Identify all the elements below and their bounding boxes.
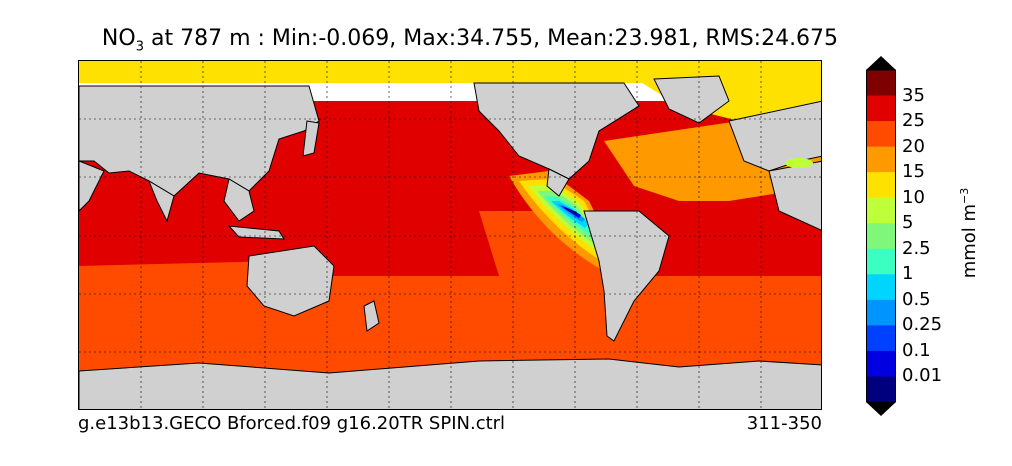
colorbar-tick-label: 5: [902, 212, 914, 234]
arctic-region: [79, 61, 821, 83]
colorbar-tick-label: 2.5: [902, 237, 931, 259]
title-variable: NO: [101, 26, 136, 51]
colorbar-segment: [866, 350, 896, 377]
colorbar-segment: [866, 95, 896, 122]
chart-title: NO3 at 787 m : Min:-0.069, Max:34.755, M…: [0, 26, 940, 54]
greenland-landmass: [653, 75, 730, 124]
colorbar: [866, 56, 896, 416]
title-stats: at 787 m : Min:-0.069, Max:34.755, Mean:…: [143, 26, 839, 51]
colorbar-label: mmol m−3: [958, 188, 980, 279]
australia-landmass: [246, 245, 335, 317]
south-america-landmass: [583, 210, 670, 342]
central-america-landmass: [546, 168, 570, 197]
colorbar-segment: [866, 274, 896, 301]
title-variable-subscript: 3: [135, 39, 144, 55]
colorbar-segment: [866, 146, 896, 173]
colorbar-tick-label: 15: [902, 161, 925, 183]
india-landmass: [147, 179, 175, 223]
colorbar-segment: [866, 299, 896, 326]
colorbar-tick-label: 0.1: [902, 339, 931, 361]
colorbar-segment: [866, 248, 896, 275]
colorbar-segment: [866, 172, 896, 199]
colorbar-segment: [866, 70, 896, 97]
colorbar-tick-label: 1: [902, 263, 914, 285]
colorbar-tick-label: 10: [902, 186, 925, 208]
colorbar-tick-label: 0.01: [902, 365, 943, 387]
colorbar-tick-label: 0.25: [902, 314, 943, 336]
colorbar-frame: [866, 69, 896, 403]
colorbar-tick-label: 25: [902, 110, 925, 132]
colorbar-unit-exponent: −3: [958, 187, 971, 204]
map-svg: [79, 61, 821, 409]
colorbar-over-arrow: [866, 56, 896, 70]
ocean-map: [78, 60, 822, 410]
mediterranean-region: [785, 158, 813, 168]
colorbar-tick-label: 20: [902, 135, 925, 157]
africa-east-landmass: [79, 160, 105, 212]
colorbar-tick-label: 35: [902, 84, 925, 106]
omz-core: [564, 208, 577, 214]
colorbar-segment: [866, 197, 896, 224]
land-masses: [79, 75, 821, 409]
omz-contour-1: [551, 201, 589, 228]
colorbar-segment: [866, 121, 896, 148]
graticule: [79, 61, 821, 409]
antarctica-landmass: [79, 358, 821, 409]
years-label: 311-350: [746, 413, 822, 434]
run-label: g.e13b13.GECO Bforced.f09 g16.20TR SPIN.…: [78, 413, 506, 434]
colorbar-segment: [866, 223, 896, 250]
etp-omz-contours: [509, 171, 619, 271]
colorbar-segment: [866, 376, 896, 403]
colorbar-tick-label: 0.5: [902, 288, 931, 310]
se-asia-landmass: [223, 178, 255, 222]
colorbar-segment: [866, 325, 896, 352]
colorbar-unit: mmol m: [959, 203, 980, 279]
colorbar-under-arrow: [866, 402, 896, 416]
new-zealand-landmass: [363, 300, 380, 332]
omz-contour-0-5: [557, 204, 585, 222]
japan-landmass: [302, 120, 320, 157]
